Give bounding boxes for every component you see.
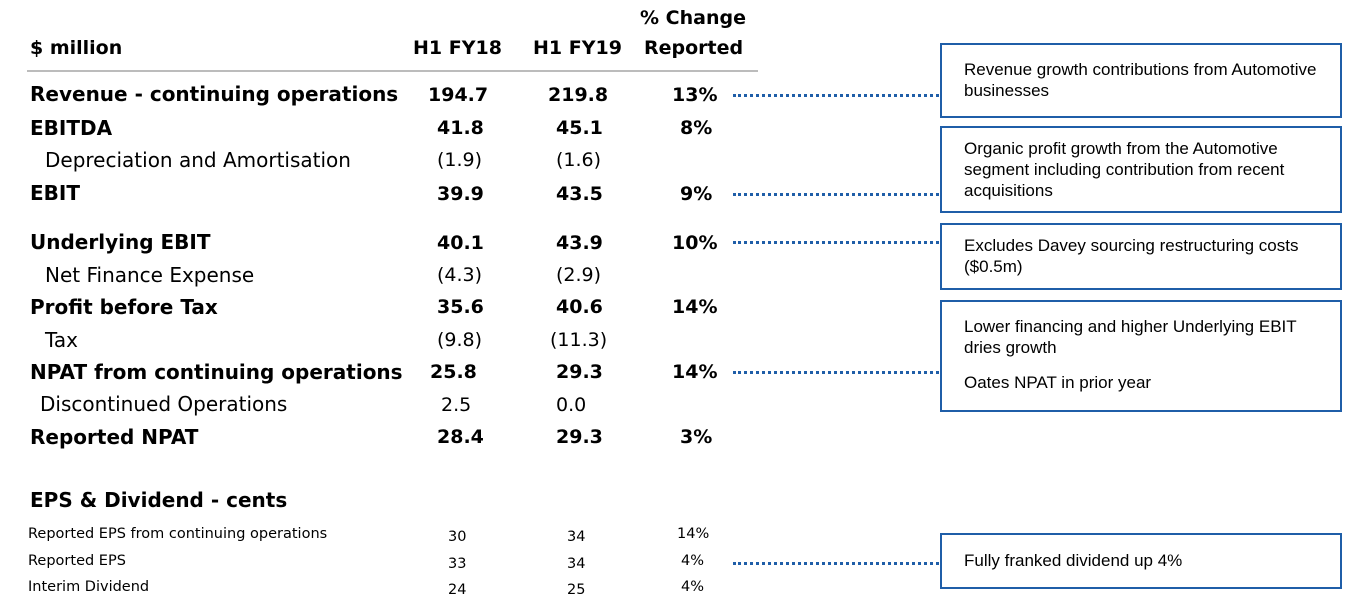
row-label: Discontinued Operations: [40, 392, 288, 416]
eps-value-fy19: 34: [567, 529, 586, 545]
row-label: Depreciation and Amortisation: [45, 148, 351, 172]
row-value-fy18: (4.3): [437, 264, 483, 286]
note-text: Fully franked dividend up 4%: [964, 551, 1183, 570]
eps-section-title: EPS & Dividend - cents: [30, 488, 288, 512]
row-label: EBITDA: [30, 116, 113, 140]
row-change: 14%: [672, 296, 718, 318]
note-text-secondary: Oates NPAT in prior year: [964, 373, 1152, 392]
header-change-line2: Reported: [644, 37, 744, 59]
row-value-fy19: 40.6: [556, 296, 603, 318]
row-label: Underlying EBIT: [30, 230, 211, 254]
row-value-fy19: 219.8: [548, 84, 609, 106]
row-change: 9%: [680, 183, 713, 205]
row-label: Profit before Tax: [30, 295, 218, 319]
note-text: Excludes Davey sourcing restructuring co…: [964, 236, 1299, 276]
row-change: 13%: [672, 84, 718, 106]
header-h1fy19: H1 FY19: [533, 37, 622, 59]
header-label: $ million: [30, 37, 123, 59]
eps-row-label: Reported EPS: [28, 553, 126, 569]
eps-row-label: Interim Dividend: [28, 579, 150, 595]
row-value-fy18: 39.9: [437, 183, 484, 205]
eps-value-fy19: 34: [567, 556, 586, 572]
row-value-fy18: 28.4: [437, 426, 484, 448]
note-npat: Lower financing and higher Underlying EB…: [940, 300, 1342, 412]
row-label: Net Finance Expense: [45, 263, 255, 287]
note-text: Revenue growth contributions from Automo…: [964, 60, 1317, 100]
eps-change: 4%: [681, 553, 705, 569]
row-label: Revenue - continuing operations: [30, 82, 399, 106]
connector-underlying-ebit: [733, 241, 939, 244]
eps-value-fy18: 24: [448, 582, 467, 598]
row-value-fy18: 25.8: [430, 361, 477, 383]
row-label: Reported NPAT: [30, 425, 199, 449]
row-value-fy18: 2.5: [441, 394, 472, 416]
row-value-fy18: 194.7: [428, 84, 489, 106]
header-h1fy18: H1 FY18: [413, 37, 502, 59]
row-change: 10%: [672, 232, 718, 254]
eps-value-fy18: 33: [448, 556, 467, 572]
row-value-fy19: 0.0: [556, 394, 587, 416]
row-change: 14%: [672, 361, 718, 383]
row-value-fy19: (1.6): [556, 149, 602, 171]
eps-row-label: Reported EPS from continuing operations: [28, 526, 328, 542]
connector-npat: [733, 371, 939, 374]
note-ebit: Organic profit growth from the Automotiv…: [940, 126, 1342, 213]
eps-value-fy18: 30: [448, 529, 467, 545]
note-underlying-ebit: Excludes Davey sourcing restructuring co…: [940, 223, 1342, 290]
row-label: EBIT: [30, 181, 80, 205]
row-value-fy18: (9.8): [437, 329, 483, 351]
connector-revenue: [733, 94, 939, 97]
note-revenue: Revenue growth contributions from Automo…: [940, 43, 1342, 118]
row-value-fy19: 45.1: [556, 117, 603, 139]
row-label: Tax: [45, 328, 78, 352]
row-change: 8%: [680, 117, 713, 139]
row-value-fy19: 29.3: [556, 361, 603, 383]
row-value-fy19: (2.9): [556, 264, 602, 286]
row-change: 3%: [680, 426, 713, 448]
row-value-fy18: 35.6: [437, 296, 484, 318]
eps-change: 4%: [681, 579, 705, 595]
row-value-fy19: 29.3: [556, 426, 603, 448]
row-value-fy18: 40.1: [437, 232, 484, 254]
eps-change: 14%: [677, 526, 710, 542]
note-text: Lower financing and higher Underlying EB…: [964, 317, 1297, 357]
note-dividend: Fully franked dividend up 4%: [940, 533, 1342, 589]
row-value-fy19: 43.9: [556, 232, 603, 254]
connector-dividend: [733, 562, 939, 565]
row-value-fy19: (11.3): [550, 329, 608, 351]
header-rule: [27, 70, 758, 72]
eps-value-fy19: 25: [567, 582, 586, 598]
row-value-fy19: 43.5: [556, 183, 603, 205]
header-change-line1: % Change: [640, 7, 746, 29]
row-label: NPAT from continuing operations: [30, 360, 403, 384]
row-value-fy18: 41.8: [437, 117, 484, 139]
note-text: Organic profit growth from the Automotiv…: [964, 139, 1285, 200]
row-value-fy18: (1.9): [437, 149, 483, 171]
connector-ebit: [733, 193, 939, 196]
